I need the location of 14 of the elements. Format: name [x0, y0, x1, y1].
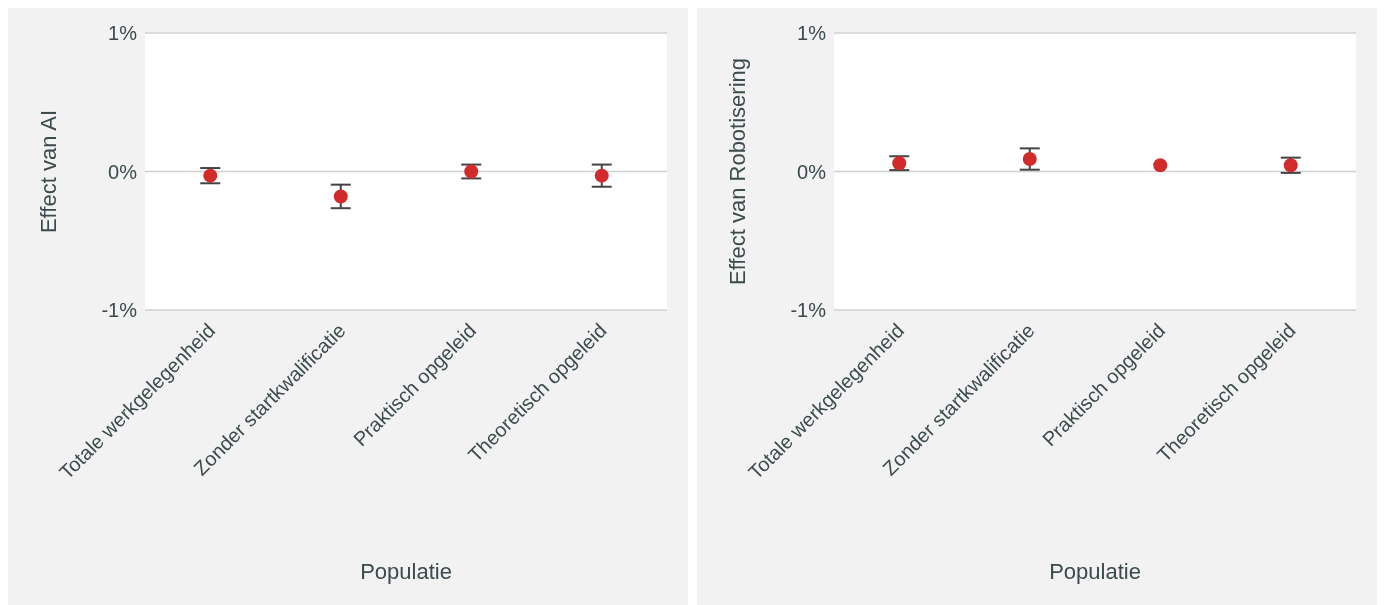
y-tick-label: 0%	[797, 160, 827, 183]
x-axis-title: Populatie	[360, 559, 452, 584]
y-tick-label: 1%	[797, 22, 827, 45]
y-tick-label: -1%	[790, 299, 827, 322]
y-axis-title: Effect van AI	[35, 109, 61, 234]
y-tick-label: 0%	[108, 160, 138, 183]
y-axis-title: Effect van Robotisering	[724, 57, 750, 286]
point	[333, 189, 348, 204]
y-tick-label: 1%	[108, 22, 138, 45]
x-axis-title: Populatie	[1049, 559, 1141, 584]
point	[203, 168, 218, 183]
y-tick-label: -1%	[101, 299, 138, 322]
point	[594, 168, 609, 183]
point	[464, 164, 479, 179]
